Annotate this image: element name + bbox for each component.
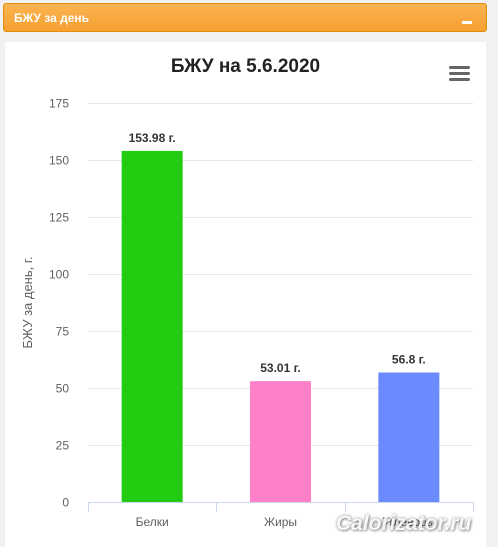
bar-1[interactable] — [121, 150, 183, 502]
y-tick-label: 150 — [49, 154, 69, 168]
collapse-icon[interactable] — [462, 21, 472, 24]
x-category-label: Углеводы — [382, 515, 435, 529]
y-tick-label: 50 — [56, 382, 70, 396]
y-tick-label: 75 — [56, 325, 70, 339]
bar-chart: 0 25 50 75 100 125 150 175 153.98 г. Белки 53.01 г… — [20, 97, 474, 530]
panel-title: БЖУ за день — [14, 11, 89, 25]
watermark: Calorizator.ru — [336, 512, 472, 535]
chart-title: БЖУ на 5.6.2020 — [170, 56, 321, 77]
data-label: 153.98 г. — [129, 131, 176, 145]
y-tick-label: 125 — [49, 211, 69, 225]
data-label: 53.01 г. — [260, 361, 301, 375]
bar-2[interactable] — [250, 381, 311, 502]
bar-3[interactable] — [378, 372, 440, 502]
axes — [88, 502, 474, 512]
x-category-label: Белки — [136, 515, 169, 529]
y-tick-label: 100 — [49, 268, 69, 282]
y-tick-label: 0 — [62, 496, 69, 510]
data-label: 56.8 г. — [392, 352, 426, 366]
y-axis-title: БЖУ за день, г. — [20, 256, 35, 348]
y-tick-label: 25 — [56, 439, 70, 453]
chart-menu-icon[interactable] — [449, 66, 471, 82]
chart-card: БЖУ на 5.6.2020 0 25 50 75 100 125 150 175 153.9… — [5, 42, 486, 547]
x-category-label: Жиры — [264, 515, 297, 529]
y-tick-label: 175 — [49, 97, 69, 111]
panel-header[interactable]: БЖУ за день — [3, 3, 487, 32]
bars — [121, 150, 440, 502]
labels: 0 25 50 75 100 125 150 175 153.98 г. Белки 53.01 г… — [20, 97, 435, 530]
